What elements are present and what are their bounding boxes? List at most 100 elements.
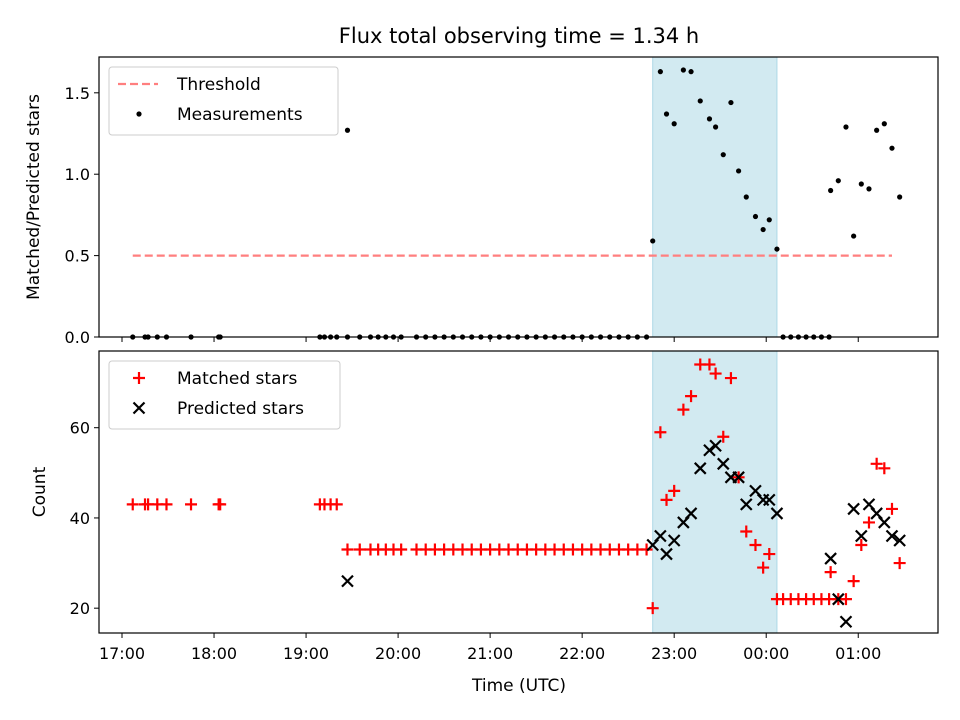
legend-box: [108, 360, 341, 430]
x-axis-label: Time (UTC): [471, 676, 566, 696]
predicted-star-marker: [703, 443, 716, 457]
y-tick-label: 0.0: [65, 328, 90, 347]
predicted-star-marker: [893, 534, 906, 547]
matched-star-marker: [717, 430, 730, 443]
predicted-star-marker: [885, 529, 899, 543]
measurement-point: [851, 233, 857, 239]
measurement-point: [720, 152, 726, 158]
measurement-point: [657, 69, 663, 75]
matched-star-marker: [885, 502, 898, 515]
matched-star-marker: [677, 403, 690, 416]
x-tick-label: 22:00: [559, 644, 605, 663]
matched-star-marker: [855, 539, 868, 552]
measurement-point: [874, 127, 880, 133]
predicted-star-marker: [654, 529, 667, 543]
matched-star-marker: [646, 602, 659, 615]
matched-star-marker: [870, 457, 883, 470]
measurement-point: [712, 124, 719, 130]
predicted-star-marker: [832, 592, 845, 606]
matched-star-marker: [740, 525, 753, 538]
bottom-y-axis-label: Count: [30, 466, 50, 517]
predicted-star-marker: [878, 516, 891, 529]
axes-frame: [98, 56, 939, 338]
legend-label: Threshold: [176, 75, 261, 95]
x-tick-label: 19:00: [283, 644, 329, 663]
measurement-point: [774, 246, 780, 252]
matched-star-marker: [668, 484, 681, 497]
legend-label: Measurements: [177, 105, 303, 125]
predicted-star-marker: [693, 462, 707, 475]
predicted-star-marker: [716, 457, 730, 471]
x-tick-label: 20:00: [375, 644, 421, 663]
matched-star-marker: [185, 498, 198, 511]
matched-star-marker: [126, 498, 139, 511]
predicted-star-marker: [770, 507, 784, 520]
measurement-point: [752, 213, 759, 220]
predicted-star-marker: [341, 574, 354, 588]
y-tick-label: 20: [70, 599, 90, 618]
y-tick-label: 1.5: [65, 84, 90, 103]
measurement-point: [897, 194, 903, 200]
y-tick-label: 40: [70, 509, 90, 528]
predicted-star-marker: [732, 471, 745, 484]
measurement-point: [728, 99, 734, 106]
matched-star-marker: [660, 493, 673, 506]
matched-star-marker: [654, 426, 667, 439]
legend: Threshold Measurements: [108, 66, 339, 136]
measurement-point: [743, 194, 749, 200]
measurement-point: [843, 124, 849, 130]
matched-star-marker: [341, 543, 354, 556]
measurement-point: [344, 127, 351, 133]
legend-box: [108, 66, 339, 136]
ratio-panel: 0.0 0.5 1.0 1.5 Threshold Measurements: [65, 56, 939, 347]
matched-star-marker: [749, 539, 762, 552]
matched-star-marker: [757, 561, 770, 574]
predicted-star-marker: [660, 547, 673, 561]
legend-measurement-swatch: [136, 111, 142, 117]
count-panel: 17:00 18:00 19:00 20:00 21:00 22:00 23:00 00:00…: [70, 350, 939, 663]
predicted-star-marker: [763, 493, 776, 507]
measurement-point: [858, 181, 864, 187]
predicted-star-marker: [839, 615, 853, 628]
x-tick-label: 21:00: [467, 644, 513, 663]
legend: Matched stars Predicted stars: [108, 360, 341, 430]
matched-star-marker: [214, 498, 227, 511]
legend-label: Matched stars: [177, 369, 297, 389]
predicted-star-marker: [739, 498, 753, 511]
matched-star-marker: [839, 593, 852, 606]
measurement-point: [766, 217, 772, 223]
y-tick-label: 0.5: [65, 247, 90, 266]
measurement-point: [706, 116, 713, 122]
measurement-point: [671, 121, 677, 127]
matched-star-marker: [160, 498, 173, 511]
measurement-point: [881, 121, 887, 127]
chart-title: Flux total observing time = 1.34 h: [339, 24, 699, 48]
measurement-point: [835, 178, 841, 184]
matched-star-marker: [724, 372, 737, 385]
legend-matched-swatch: [133, 372, 145, 384]
measurement-point: [760, 226, 766, 233]
matched-star-marker: [709, 367, 722, 380]
matched-star-marker: [847, 575, 860, 588]
matched-star-marker: [703, 358, 716, 371]
predicted-star-marker: [709, 439, 722, 453]
x-tick-label: 17:00: [99, 644, 145, 663]
predicted-star-marker: [847, 502, 860, 516]
measurement-point: [889, 145, 895, 151]
matched-star-marker: [640, 543, 653, 556]
top-y-axis-label: Matched/Predicted stars: [24, 94, 44, 300]
measurement-point: [650, 238, 656, 244]
predicted-star-marker: [684, 507, 698, 520]
measurement-point: [688, 69, 694, 75]
legend-predicted-swatch: [132, 401, 146, 415]
matched-star-marker: [395, 543, 408, 556]
x-tick-label: 18:00: [191, 644, 237, 663]
y-tick-label: 1.0: [65, 165, 90, 184]
x-tick-label: 00:00: [743, 644, 789, 663]
matched-star-marker: [862, 516, 875, 529]
predicted-star-marker: [667, 534, 681, 547]
matched-star-marker: [685, 390, 698, 403]
matched-star-marker: [330, 498, 343, 511]
matched-star-marker: [878, 462, 891, 475]
y-tick-label: 60: [70, 419, 90, 438]
